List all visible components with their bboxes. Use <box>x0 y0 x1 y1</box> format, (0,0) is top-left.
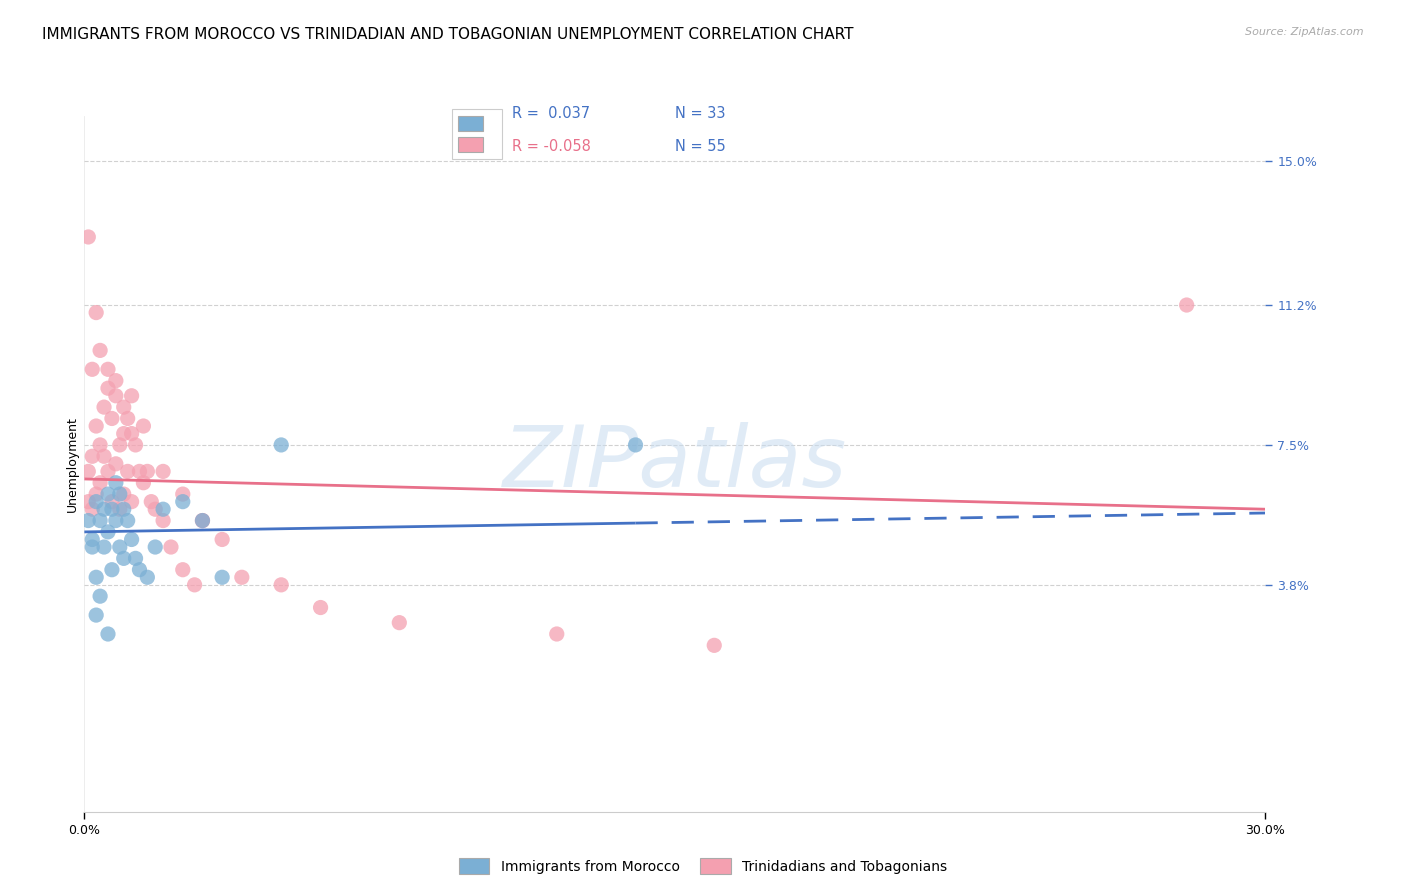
Text: N = 55: N = 55 <box>675 139 725 154</box>
Point <box>108 487 131 501</box>
Legend: , : , <box>451 109 502 159</box>
Point <box>84 608 107 623</box>
Point <box>117 411 139 425</box>
Point <box>624 438 647 452</box>
Point <box>97 487 120 501</box>
Point <box>84 494 107 508</box>
Point <box>152 514 174 528</box>
Text: ZIPatlas: ZIPatlas <box>503 422 846 506</box>
Point <box>77 494 100 508</box>
Point <box>112 502 135 516</box>
Point <box>211 570 233 584</box>
Point <box>89 589 111 603</box>
Point <box>132 475 155 490</box>
Point <box>84 487 107 501</box>
Point <box>89 514 111 528</box>
Point <box>108 540 131 554</box>
Point <box>82 502 104 516</box>
Point <box>101 563 124 577</box>
Point <box>121 533 143 547</box>
Point <box>112 426 135 441</box>
Text: Source: ZipAtlas.com: Source: ZipAtlas.com <box>1246 27 1364 37</box>
Point <box>191 514 214 528</box>
Point <box>97 362 120 376</box>
Point <box>93 540 115 554</box>
Point <box>104 374 127 388</box>
Point <box>183 578 205 592</box>
Point <box>172 563 194 577</box>
Point <box>128 563 150 577</box>
Point <box>82 450 104 464</box>
Point <box>89 438 111 452</box>
Point <box>152 464 174 478</box>
Legend: Immigrants from Morocco, Trinidadians and Tobagonians: Immigrants from Morocco, Trinidadians an… <box>451 852 955 880</box>
Point <box>128 464 150 478</box>
Text: IMMIGRANTS FROM MOROCCO VS TRINIDADIAN AND TOBAGONIAN UNEMPLOYMENT CORRELATION C: IMMIGRANTS FROM MOROCCO VS TRINIDADIAN A… <box>42 27 853 42</box>
Point <box>101 502 124 516</box>
Point <box>89 343 111 358</box>
Point <box>136 570 159 584</box>
Point <box>101 411 124 425</box>
Point <box>121 494 143 508</box>
Point <box>1175 298 1198 312</box>
Point <box>93 400 115 414</box>
Point <box>121 426 143 441</box>
Point <box>112 551 135 566</box>
Point <box>82 540 104 554</box>
Point <box>101 494 124 508</box>
Point <box>211 533 233 547</box>
Point <box>172 487 194 501</box>
Point <box>82 533 104 547</box>
Point <box>108 502 131 516</box>
Point <box>124 551 146 566</box>
Point <box>152 502 174 516</box>
Point <box>117 464 139 478</box>
Point <box>77 514 100 528</box>
Point <box>112 487 135 501</box>
Point <box>132 419 155 434</box>
Point <box>104 389 127 403</box>
Point <box>309 600 332 615</box>
Y-axis label: Unemployment: Unemployment <box>66 416 79 512</box>
Point <box>141 494 163 508</box>
Point <box>270 578 292 592</box>
Point <box>84 305 107 319</box>
Point <box>104 457 127 471</box>
Point <box>97 524 120 539</box>
Point <box>84 570 107 584</box>
Point <box>84 419 107 434</box>
Point <box>117 514 139 528</box>
Point <box>77 230 100 244</box>
Point <box>703 638 725 652</box>
Point <box>93 450 115 464</box>
Text: N = 33: N = 33 <box>675 105 725 120</box>
Point <box>270 438 292 452</box>
Point <box>191 514 214 528</box>
Point <box>97 464 120 478</box>
Point <box>143 502 166 516</box>
Point <box>82 362 104 376</box>
Point <box>112 400 135 414</box>
Point <box>231 570 253 584</box>
Point <box>546 627 568 641</box>
Point <box>77 464 100 478</box>
Point <box>104 514 127 528</box>
Point <box>136 464 159 478</box>
Point <box>143 540 166 554</box>
Point <box>97 381 120 395</box>
Point <box>172 494 194 508</box>
Point <box>388 615 411 630</box>
Point <box>124 438 146 452</box>
Point <box>191 514 214 528</box>
Text: R =  0.037: R = 0.037 <box>512 105 591 120</box>
Point <box>97 627 120 641</box>
Point <box>108 438 131 452</box>
Point <box>89 475 111 490</box>
Point <box>160 540 183 554</box>
Text: R = -0.058: R = -0.058 <box>512 139 591 154</box>
Point <box>93 502 115 516</box>
Point <box>121 389 143 403</box>
Point <box>104 475 127 490</box>
